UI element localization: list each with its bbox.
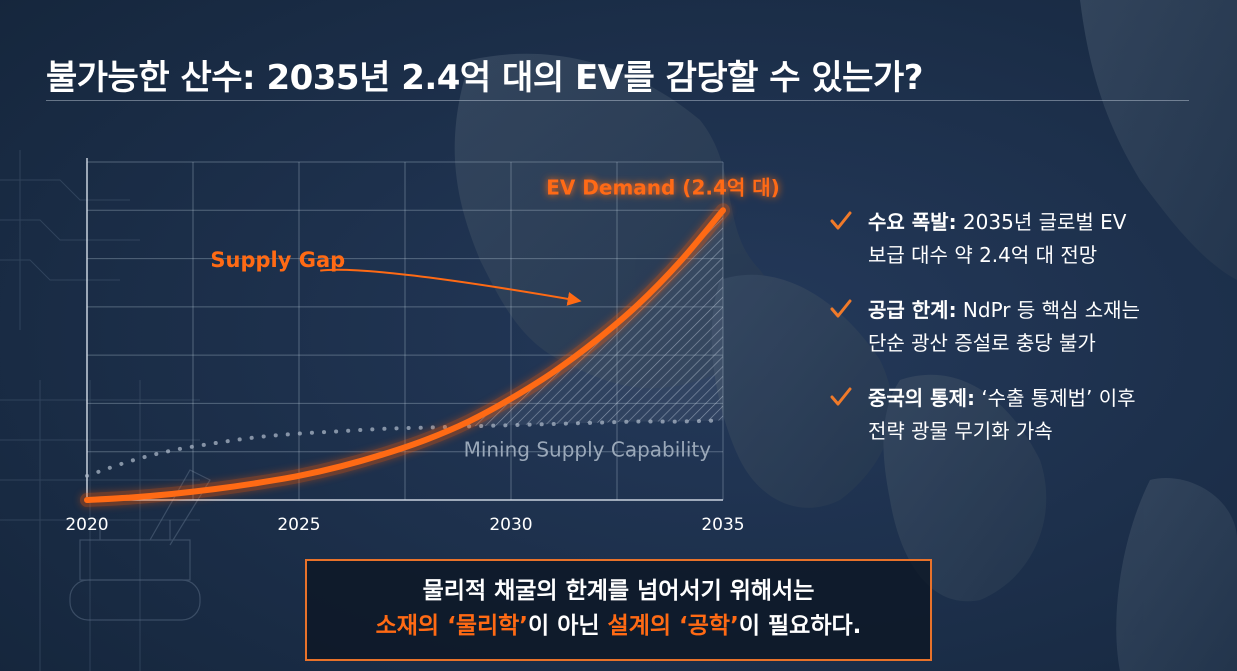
x-axis-ticks: 2020 2025 2030 2035 <box>65 515 744 535</box>
supply-gap-arrow <box>320 268 582 306</box>
check-icon <box>830 387 852 406</box>
x-tick-label: 2025 <box>277 515 320 535</box>
bullet-heading: 공급 한계: <box>868 298 957 322</box>
callout-line-2: 소재의 ‘물리학’이 아닌 설계의 ‘공학’이 필요하다. <box>307 608 930 644</box>
bullet-line-1: 중국의 통제: ‘수출 통제법’ 이후 <box>868 382 1206 415</box>
callout-segment: 이 필요하다. <box>738 613 862 639</box>
title-divider <box>46 100 1189 101</box>
callout-segment: 이 아닌 <box>528 613 608 639</box>
callout-line-1: 물리적 채굴의 한계를 넘어서기 위해서는 <box>422 578 815 604</box>
series-line-mining-supply <box>85 418 725 478</box>
bullet-item: 중국의 통제: ‘수출 통제법’ 이후 전략 광물 무기화 가속 <box>826 382 1206 448</box>
bullet-line-2: 전략 광물 무기화 가속 <box>868 419 1053 443</box>
x-tick-label: 2020 <box>65 515 108 535</box>
bullet-list: 수요 폭발: 2035년 글로벌 EV 보급 대수 약 2.4억 대 전망 공급… <box>826 206 1206 470</box>
bullet-line-1: 수요 폭발: 2035년 글로벌 EV <box>868 206 1206 239</box>
supply-gap-area <box>447 210 723 431</box>
bullet-item: 공급 한계: NdPr 등 핵심 소재는 단순 광산 증설로 충당 불가 <box>826 294 1206 360</box>
bullet-line-2: 단순 광산 증설로 충당 불가 <box>868 331 1096 355</box>
x-tick-label: 2035 <box>701 515 744 535</box>
bullet-text: NdPr 등 핵심 소재는 <box>956 298 1140 322</box>
check-icon <box>830 299 852 318</box>
series-line-ev-demand <box>84 207 726 503</box>
bullet-line-1: 공급 한계: NdPr 등 핵심 소재는 <box>868 294 1206 327</box>
bullet-line-2: 보급 대수 약 2.4억 대 전망 <box>868 243 1098 267</box>
series-label-ev-demand: EV Demand (2.4억 대) <box>546 175 780 199</box>
check-icon <box>830 211 852 230</box>
callout-segment: 설계의 ‘공학’ <box>607 613 739 639</box>
page-title: 불가능한 산수: 2035년 2.4억 대의 EV를 감당할 수 있는가? <box>46 58 923 98</box>
bullet-heading: 중국의 통제: <box>868 386 975 410</box>
supply-gap-label: Supply Gap <box>210 248 345 272</box>
x-tick-label: 2030 <box>489 515 532 535</box>
bullet-heading: 수요 폭발: <box>868 210 957 234</box>
series-label-mining-supply: Mining Supply Capability <box>464 437 712 461</box>
bullet-text: 2035년 글로벌 EV <box>956 210 1127 234</box>
bullet-text: ‘수출 통제법’ 이후 <box>974 386 1136 410</box>
callout-segment: 소재의 ‘물리학’ <box>375 613 529 639</box>
conclusion-callout: 물리적 채굴의 한계를 넘어서기 위해서는 소재의 ‘물리학’이 아닌 설계의 … <box>305 559 932 661</box>
bullet-item: 수요 폭발: 2035년 글로벌 EV 보급 대수 약 2.4억 대 전망 <box>826 206 1206 272</box>
